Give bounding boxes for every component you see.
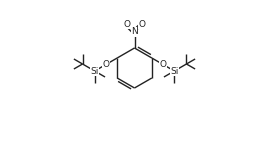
Text: O: O bbox=[123, 20, 130, 29]
Text: O: O bbox=[139, 20, 146, 29]
Text: Si: Si bbox=[170, 66, 179, 76]
Text: Si: Si bbox=[90, 66, 99, 76]
Text: N: N bbox=[131, 27, 138, 37]
Text: O: O bbox=[160, 60, 167, 69]
Text: O: O bbox=[102, 60, 109, 69]
